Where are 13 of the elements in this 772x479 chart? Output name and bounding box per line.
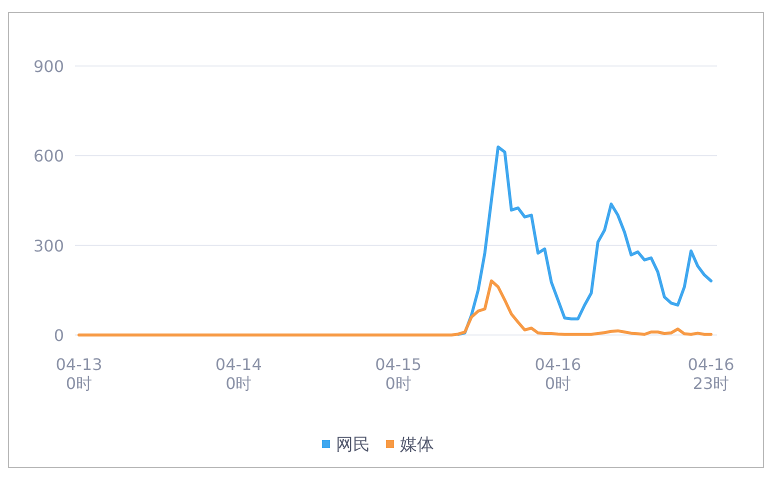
y-tick-label: 900 [33, 57, 64, 76]
legend-label: 网民 [336, 435, 370, 455]
x-tick-label: 04-13 0时 [56, 355, 102, 393]
legend-label: 媒体 [400, 435, 434, 455]
y-tick-label: 600 [33, 146, 64, 166]
y-tick-label: 300 [33, 236, 64, 256]
x-tick-label: 04-16 23时 [688, 355, 734, 393]
x-tick-label: 04-15 0时 [375, 355, 422, 393]
line-series [456, 146, 712, 336]
line-series [78, 279, 712, 336]
y-tick-label: 0 [54, 326, 64, 345]
x-tick-label: 04-16 0时 [534, 355, 582, 393]
x-tick-label: 04-14 0时 [215, 355, 262, 393]
